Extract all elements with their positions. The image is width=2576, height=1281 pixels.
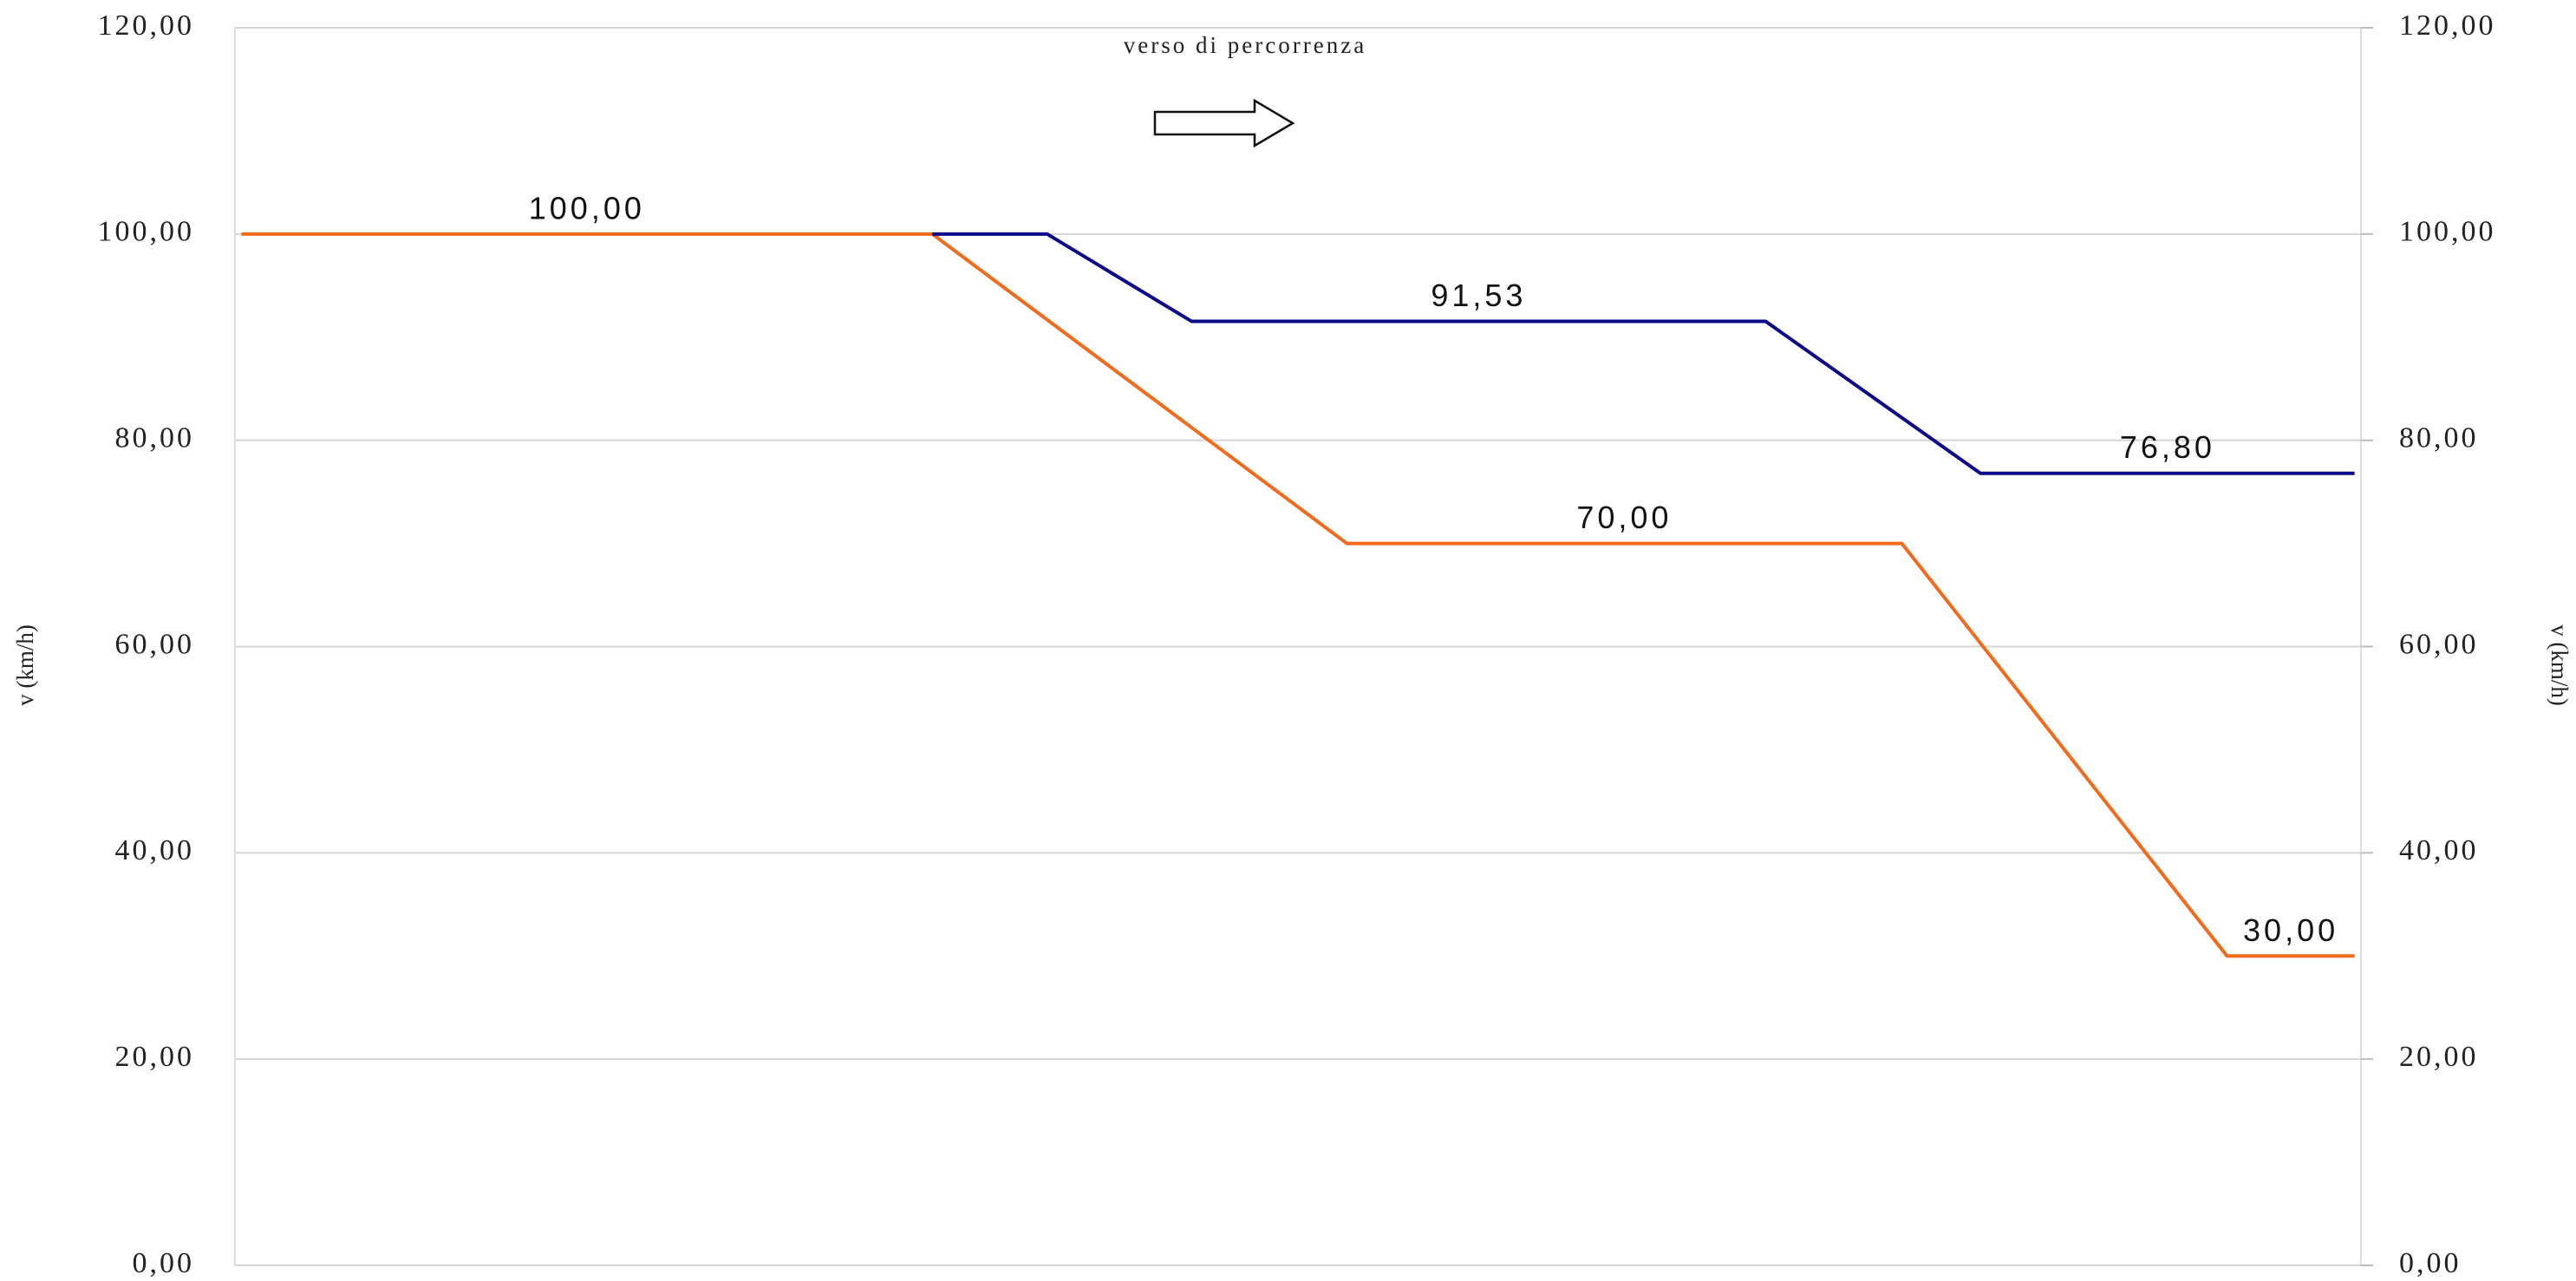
- y-tick-label: 120,00: [98, 10, 195, 42]
- y-tick-label: 20,00: [115, 1041, 195, 1073]
- direction-arrow: [1153, 98, 1295, 148]
- y-tick-label: 60,00: [115, 628, 195, 660]
- line: [241, 232, 2355, 958]
- data-label: 70,00: [1576, 500, 1672, 535]
- annotation: verso di percorrenza: [1124, 32, 1366, 58]
- y2-tick-label: 20,00: [2399, 1041, 2479, 1073]
- line: [932, 232, 2355, 475]
- y-axis-label: v (km/h): [12, 624, 38, 706]
- y2-tick-label: 80,00: [2399, 422, 2479, 454]
- y2-tick-label: 40,00: [2399, 834, 2479, 866]
- y-tick-label: 80,00: [115, 422, 195, 454]
- data-label: 91,53: [1431, 278, 1526, 313]
- y2-axis-label: v (km/h): [2547, 624, 2573, 706]
- data-label: 30,00: [2243, 912, 2338, 948]
- y-tick-label: 40,00: [115, 834, 195, 866]
- y-tick-label: 0,00: [133, 1247, 195, 1279]
- y2-tick-label: 0,00: [2399, 1247, 2462, 1279]
- y2-tick-label: 100,00: [2399, 216, 2496, 248]
- data-label: 100,00: [529, 190, 645, 225]
- y-tick-label: 100,00: [98, 216, 195, 248]
- y2-tick-label: 60,00: [2399, 628, 2479, 660]
- y2-tick-label: 120,00: [2399, 10, 2496, 42]
- data-label: 76,80: [2120, 429, 2215, 465]
